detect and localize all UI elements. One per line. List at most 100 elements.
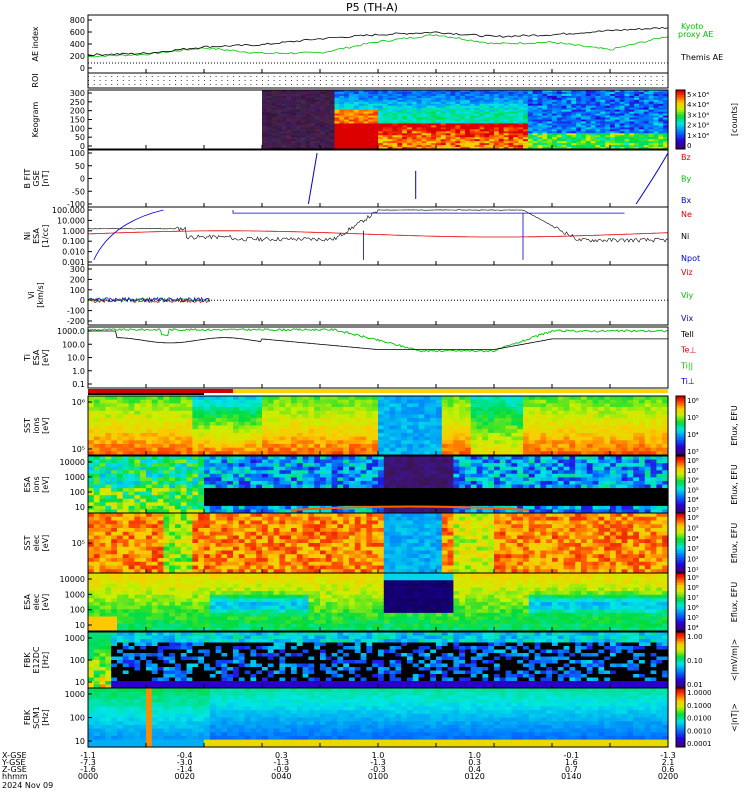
keogram-cell xyxy=(291,137,297,140)
sst-ion-cell xyxy=(552,418,559,423)
keogram-cell xyxy=(368,119,374,123)
sst-ion-cell xyxy=(117,403,124,408)
sst-ion-cell xyxy=(412,425,420,430)
esa-ion-cell xyxy=(111,477,118,482)
sst-ion-cell xyxy=(308,396,315,401)
sst-ion-colorbar-cell xyxy=(676,396,685,399)
esa-ion-cell xyxy=(186,459,193,464)
sst-ion-cell xyxy=(424,429,431,434)
keogram-cell xyxy=(281,123,287,126)
density-npot xyxy=(93,209,625,261)
keogram-cell xyxy=(489,129,495,132)
sst-ion-cell xyxy=(285,418,292,423)
keogram-cell xyxy=(431,115,437,119)
sst-ion-cell xyxy=(517,443,524,449)
sst-ion-cell xyxy=(650,421,657,427)
sst-ion-cell xyxy=(604,407,611,412)
keogram-cell xyxy=(527,129,534,132)
velocity-ytick-label: 100 xyxy=(70,286,85,295)
sst-ion-cell xyxy=(401,443,408,449)
sst-ion-cell xyxy=(598,440,605,445)
keogram-cell xyxy=(508,113,514,117)
esa-ion-cell xyxy=(93,480,101,486)
sst-ion-cell xyxy=(470,451,478,456)
keogram-cell xyxy=(407,137,413,140)
esa-ion-cell xyxy=(192,459,199,464)
sst-ion-cell xyxy=(198,429,205,434)
sst-ion-cell xyxy=(250,432,257,438)
keogram-cell xyxy=(353,139,360,142)
sst-ion-cell xyxy=(494,443,501,449)
keogram-cell xyxy=(402,139,408,142)
sst-ion-cell xyxy=(233,414,240,419)
sst-ion-cell xyxy=(482,429,489,434)
sst-ion-cell xyxy=(111,432,118,438)
sst-ion-cell xyxy=(221,440,228,445)
keogram-cell xyxy=(300,115,307,119)
roi-dot xyxy=(215,80,217,81)
keogram-cell xyxy=(542,139,548,142)
sst-ion-cell xyxy=(401,425,408,430)
sst-ion-cell xyxy=(447,418,454,423)
keogram-cell xyxy=(556,133,563,136)
sst-ion-cell xyxy=(296,451,304,456)
keogram-cell xyxy=(344,113,350,117)
keogram-cell xyxy=(320,137,326,140)
sst-ion-cell xyxy=(204,443,211,449)
keogram-cell xyxy=(542,95,548,99)
keogram-cell xyxy=(532,125,539,128)
sst-ion-cell xyxy=(349,399,356,404)
sst-ion-cell xyxy=(325,440,333,445)
keogram-cell xyxy=(508,143,514,146)
keogram-cell xyxy=(537,121,543,125)
keogram-cell xyxy=(585,143,592,146)
keogram-cell xyxy=(576,125,582,128)
roi-dot xyxy=(378,80,379,81)
keogram-cell xyxy=(397,121,403,125)
keogram-cell xyxy=(286,95,292,99)
keogram-cell xyxy=(334,147,340,150)
sst-ion-cell xyxy=(517,432,524,438)
sst-ion-cell xyxy=(546,447,553,452)
sst-ion-cell xyxy=(175,432,182,438)
keogram-cell xyxy=(479,95,485,99)
sst-ion-cell xyxy=(337,399,344,404)
keogram-cell xyxy=(658,133,664,136)
keogram-cell xyxy=(503,121,510,125)
keogram-cell xyxy=(349,123,355,126)
sst-ion-cell xyxy=(93,425,101,430)
keogram-cell xyxy=(571,129,577,132)
keogram-cell xyxy=(392,90,398,93)
keogram-cell xyxy=(349,93,355,97)
keogram-cell xyxy=(295,121,302,125)
sst-ion-cell xyxy=(378,432,385,438)
roi-dot xyxy=(354,80,356,81)
keogram-cell xyxy=(498,91,505,95)
keogram-cell xyxy=(624,139,630,142)
sst-ion-cell xyxy=(436,451,443,456)
esa-ion-cell xyxy=(111,484,118,489)
sst-ion-cell xyxy=(534,443,541,449)
sst-ion-cell xyxy=(418,429,425,434)
sst-ion-cell xyxy=(534,407,541,412)
keogram-cell xyxy=(305,135,311,138)
keogram-cell xyxy=(363,145,369,148)
sst-ion-cell xyxy=(262,418,269,423)
roi-dot xyxy=(389,76,391,77)
keogram-cell xyxy=(421,141,427,144)
sst-ion-cell xyxy=(215,432,222,438)
sst-ion-cell xyxy=(93,447,101,452)
keogram-cell xyxy=(421,109,427,113)
keogram-cell xyxy=(489,101,495,105)
sst-ion-cell xyxy=(662,432,669,438)
sst-ion-cell xyxy=(615,396,623,401)
velocity-ylabel: Vi [km/s] xyxy=(27,282,45,308)
sst-ion-cell xyxy=(273,443,280,449)
keogram-cell xyxy=(643,107,650,111)
density-ytick-label: 1.000 xyxy=(62,227,85,236)
keogram-cell xyxy=(581,133,587,136)
keogram-cell xyxy=(271,93,278,97)
keogram-cell xyxy=(334,137,340,140)
keogram-cell xyxy=(407,143,413,146)
keogram-cell xyxy=(407,121,413,125)
